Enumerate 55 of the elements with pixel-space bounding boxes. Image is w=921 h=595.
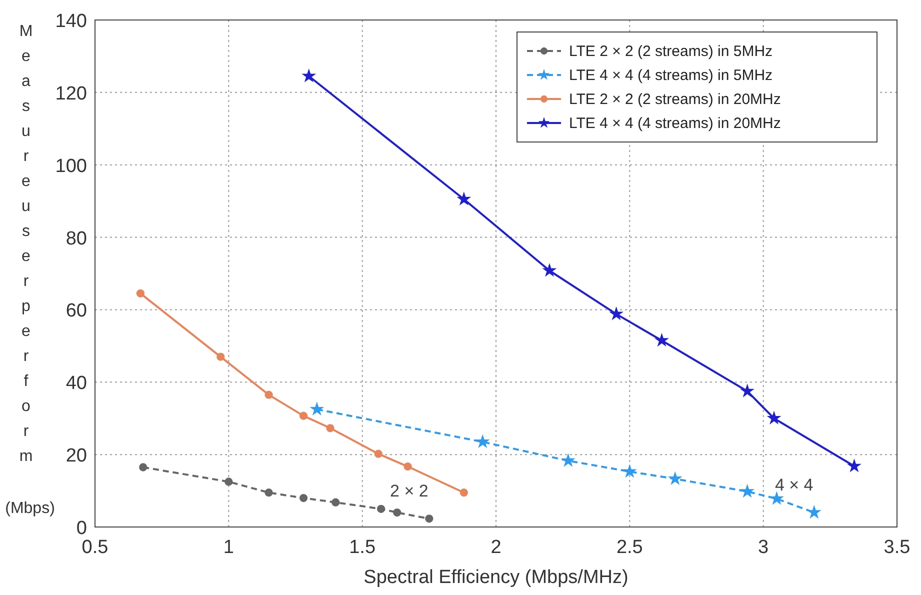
- point: [404, 462, 412, 471]
- x-tick-label: 1.5: [349, 537, 376, 558]
- point: [310, 402, 324, 415]
- point: [302, 70, 316, 82]
- y-tick-label: 40: [66, 373, 87, 394]
- x-tick-label: 2: [490, 537, 502, 558]
- annotation: 2 × 2: [390, 482, 428, 501]
- y-tick-label: 120: [55, 83, 87, 104]
- point: [476, 435, 489, 448]
- point: [299, 494, 308, 502]
- y-tick-label: 100: [55, 156, 87, 177]
- point: [741, 485, 754, 497]
- point: [848, 460, 860, 472]
- point: [770, 492, 783, 504]
- point: [808, 506, 820, 518]
- point: [668, 472, 682, 484]
- y-tick-label: 80: [66, 228, 87, 250]
- point: [393, 508, 402, 517]
- text: Measure user perform (Mbps): [5, 23, 55, 517]
- x-tick-label: 2.5: [616, 537, 643, 558]
- point: [224, 478, 233, 486]
- x-tick-label: 0.5: [82, 537, 108, 558]
- point: [374, 450, 382, 458]
- point: [562, 454, 574, 466]
- legend-label: LTE 2 × 2 (2 streams) in 20MHz: [569, 91, 781, 108]
- y-tick-label: 140: [55, 11, 87, 32]
- y-tick-label: 20: [66, 446, 87, 467]
- x-axis-title: Spectral Efficiency (Mbps/MHz): [364, 567, 628, 588]
- point: [264, 488, 273, 497]
- annotation: 4 × 4: [774, 476, 814, 495]
- point: [425, 514, 434, 523]
- point: [610, 308, 622, 320]
- x-tick-label: 1: [223, 537, 234, 558]
- point: [458, 192, 470, 205]
- point: [741, 384, 754, 397]
- point: [332, 498, 340, 506]
- point: [264, 390, 273, 399]
- point: [216, 352, 225, 361]
- legend-label: LTE 4 × 4 (4 streams) in 20MHz: [569, 115, 781, 132]
- legend-label: LTE 4 × 4 (4 streams) in 5MHz: [569, 67, 773, 84]
- point: [376, 504, 386, 513]
- point: [656, 334, 668, 346]
- legend-label: LTE 2 × 2 (2 streams) in 5MHz: [569, 43, 773, 60]
- y-tick-label: 0: [76, 518, 87, 539]
- point: [299, 412, 308, 420]
- x-tick-label: 3: [758, 537, 769, 558]
- point: [460, 488, 468, 497]
- x-tick-label: 3.5: [884, 537, 910, 558]
- point: [543, 264, 556, 276]
- y-tick-label: 60: [66, 300, 87, 322]
- point: [623, 465, 636, 477]
- point: [768, 412, 780, 424]
- point: [139, 463, 148, 472]
- point: [326, 424, 334, 432]
- point: [136, 289, 145, 298]
